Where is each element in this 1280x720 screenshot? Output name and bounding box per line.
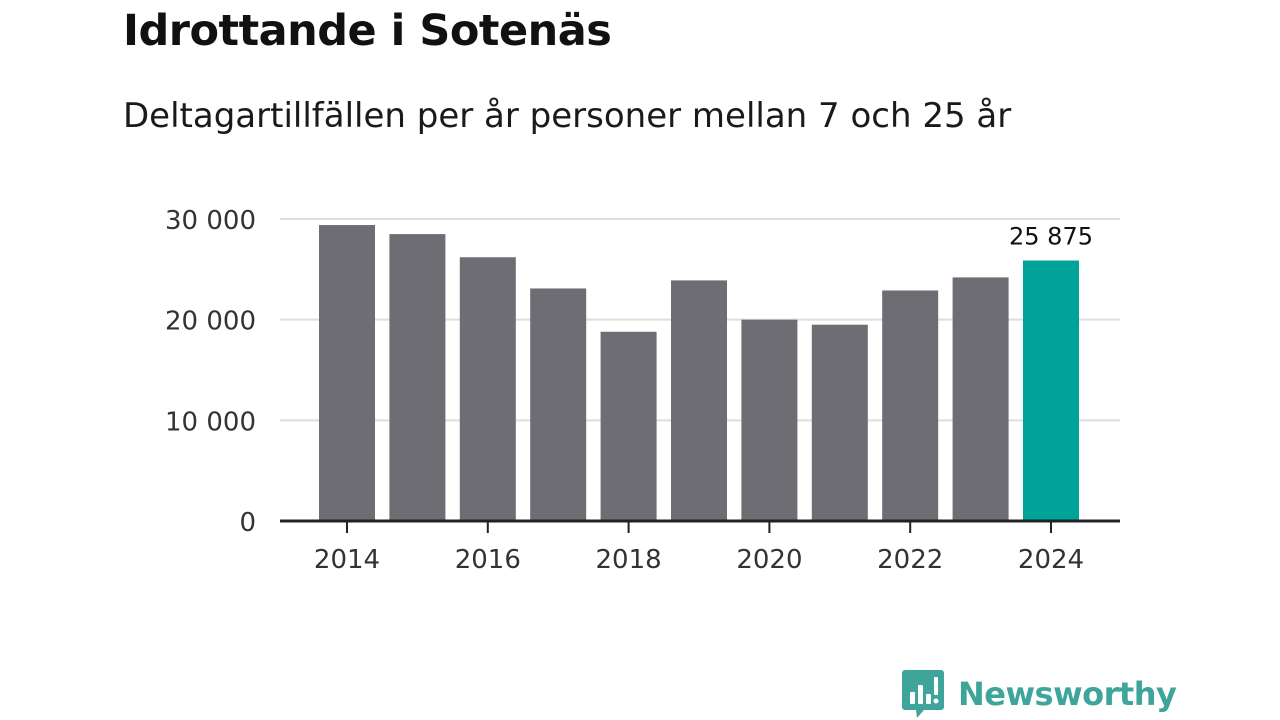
x-tick-label: 2022 [877, 545, 943, 575]
bar-chart: 0 10 000 20 000 30 000 2014 2016 2018 2020 2022 2… [165, 206, 1120, 575]
bar-2018 [600, 331, 657, 521]
newsworthy-logo-icon [902, 670, 944, 718]
newsworthy-logo-text: Newsworthy [958, 675, 1177, 713]
y-tick-label: 30 000 [165, 206, 256, 236]
y-tick-label: 10 000 [165, 407, 256, 437]
bar-2020 [741, 319, 798, 521]
bar-2016 [459, 257, 516, 521]
chart-subtitle: Deltagartillfällen per år personer mella… [123, 96, 1012, 136]
bar-2015 [389, 234, 446, 521]
chart-title: Idrottande i Sotenäs [123, 6, 612, 56]
bar-2014 [319, 225, 375, 522]
y-tick-label: 0 [239, 508, 256, 538]
data-label: 25 875 [1009, 223, 1093, 251]
x-tick-label: 2016 [455, 545, 521, 575]
newsworthy-logo: Newsworthy [902, 670, 1177, 718]
x-tick-label: 2020 [736, 545, 802, 575]
x-tick-label: 2018 [596, 545, 662, 575]
bar-2019 [671, 280, 727, 521]
bar-2022 [882, 290, 939, 521]
bar-2023 [952, 277, 1009, 521]
bar-2021 [811, 324, 868, 521]
x-tick-label: 2014 [314, 545, 380, 575]
bar-2024 [1023, 260, 1079, 521]
bar-2017 [530, 288, 587, 521]
x-tick-label: 2024 [1018, 545, 1084, 575]
y-tick-label: 20 000 [165, 307, 256, 337]
